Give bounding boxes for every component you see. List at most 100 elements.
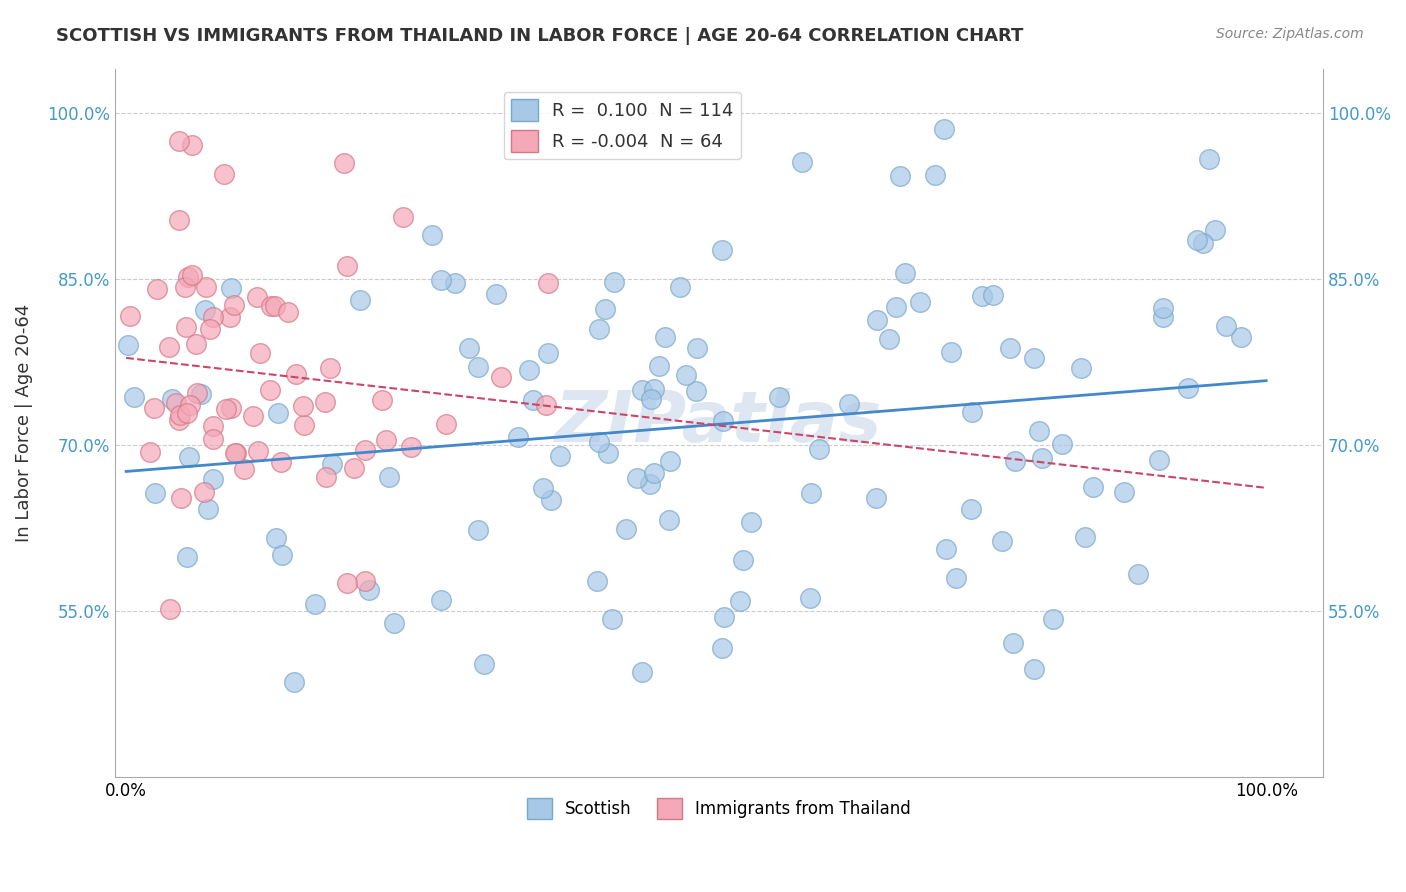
Scottish	[877, 332, 900, 346]
Scottish	[960, 502, 983, 516]
Immigrants from Thailand	[391, 211, 413, 225]
Scottish	[506, 430, 529, 444]
Immigrants from Thailand	[139, 445, 162, 459]
Scottish	[600, 612, 623, 626]
Immigrants from Thailand	[167, 413, 190, 427]
Immigrants from Thailand	[343, 461, 366, 475]
Immigrants from Thailand	[354, 574, 377, 588]
Immigrants from Thailand	[249, 346, 271, 360]
Scottish	[889, 169, 911, 184]
Scottish	[939, 344, 962, 359]
Scottish	[264, 531, 287, 545]
Scottish	[430, 593, 453, 607]
Scottish	[202, 471, 225, 485]
Immigrants from Thailand	[319, 360, 342, 375]
Scottish	[711, 641, 734, 656]
Immigrants from Thailand	[169, 408, 191, 422]
Immigrants from Thailand	[219, 401, 242, 415]
Scottish	[686, 341, 709, 355]
Immigrants from Thailand	[174, 280, 197, 294]
Scottish	[124, 390, 146, 404]
Immigrants from Thailand	[225, 446, 247, 460]
Scottish	[970, 289, 993, 303]
Immigrants from Thailand	[195, 280, 218, 294]
Immigrants from Thailand	[224, 446, 246, 460]
Scottish	[1022, 351, 1045, 365]
Scottish	[1149, 453, 1171, 467]
Scottish	[643, 466, 665, 480]
Scottish	[669, 280, 692, 294]
Scottish	[866, 313, 889, 327]
Scottish	[893, 267, 915, 281]
Immigrants from Thailand	[333, 156, 356, 170]
Immigrants from Thailand	[165, 396, 187, 410]
Immigrants from Thailand	[169, 491, 191, 506]
Immigrants from Thailand	[246, 443, 269, 458]
Scottish	[884, 300, 907, 314]
Scottish	[588, 321, 610, 335]
Scottish	[485, 287, 508, 301]
Scottish	[998, 341, 1021, 355]
Scottish	[304, 597, 326, 611]
Immigrants from Thailand	[242, 409, 264, 424]
Immigrants from Thailand	[142, 401, 165, 416]
Immigrants from Thailand	[159, 602, 181, 616]
Scottish	[522, 392, 544, 407]
Immigrants from Thailand	[167, 134, 190, 148]
Scottish	[537, 346, 560, 360]
Immigrants from Thailand	[169, 212, 191, 227]
Text: SCOTTISH VS IMMIGRANTS FROM THAILAND IN LABOR FORCE | AGE 20-64 CORRELATION CHAR: SCOTTISH VS IMMIGRANTS FROM THAILAND IN …	[56, 27, 1024, 45]
Scottish	[924, 168, 946, 182]
Scottish	[838, 396, 860, 410]
Scottish	[1185, 233, 1208, 247]
Immigrants from Thailand	[489, 370, 512, 384]
Scottish	[1177, 381, 1199, 395]
Scottish	[713, 609, 735, 624]
Text: Source: ZipAtlas.com: Source: ZipAtlas.com	[1216, 27, 1364, 41]
Immigrants from Thailand	[537, 277, 560, 291]
Scottish	[176, 550, 198, 565]
Scottish	[1204, 223, 1226, 237]
Scottish	[586, 574, 609, 588]
Immigrants from Thailand	[176, 406, 198, 420]
Scottish	[800, 485, 823, 500]
Immigrants from Thailand	[260, 299, 283, 313]
Scottish	[271, 548, 294, 562]
Immigrants from Thailand	[277, 305, 299, 319]
Scottish	[657, 513, 679, 527]
Scottish	[710, 243, 733, 257]
Scottish	[1028, 425, 1050, 439]
Scottish	[991, 534, 1014, 549]
Scottish	[790, 154, 813, 169]
Scottish	[321, 457, 343, 471]
Scottish	[643, 382, 665, 396]
Scottish	[1031, 450, 1053, 465]
Legend: Scottish, Immigrants from Thailand: Scottish, Immigrants from Thailand	[520, 791, 918, 825]
Scottish	[540, 493, 562, 508]
Scottish	[1114, 485, 1136, 500]
Scottish	[420, 228, 443, 243]
Scottish	[675, 368, 697, 383]
Scottish	[659, 454, 682, 468]
Scottish	[267, 406, 290, 420]
Scottish	[865, 491, 887, 506]
Scottish	[638, 477, 661, 491]
Scottish	[1152, 301, 1174, 315]
Scottish	[1152, 310, 1174, 324]
Scottish	[1198, 152, 1220, 166]
Scottish	[377, 470, 399, 484]
Immigrants from Thailand	[184, 337, 207, 351]
Immigrants from Thailand	[202, 310, 225, 324]
Scottish	[1070, 360, 1092, 375]
Immigrants from Thailand	[181, 268, 204, 282]
Scottish	[1230, 329, 1253, 343]
Immigrants from Thailand	[186, 386, 208, 401]
Scottish	[550, 449, 572, 463]
Scottish	[945, 571, 967, 585]
Scottish	[1004, 453, 1026, 467]
Text: ZIPatlas: ZIPatlas	[555, 388, 883, 458]
Scottish	[1002, 636, 1025, 650]
Immigrants from Thailand	[292, 399, 315, 413]
Scottish	[640, 392, 662, 406]
Scottish	[430, 273, 453, 287]
